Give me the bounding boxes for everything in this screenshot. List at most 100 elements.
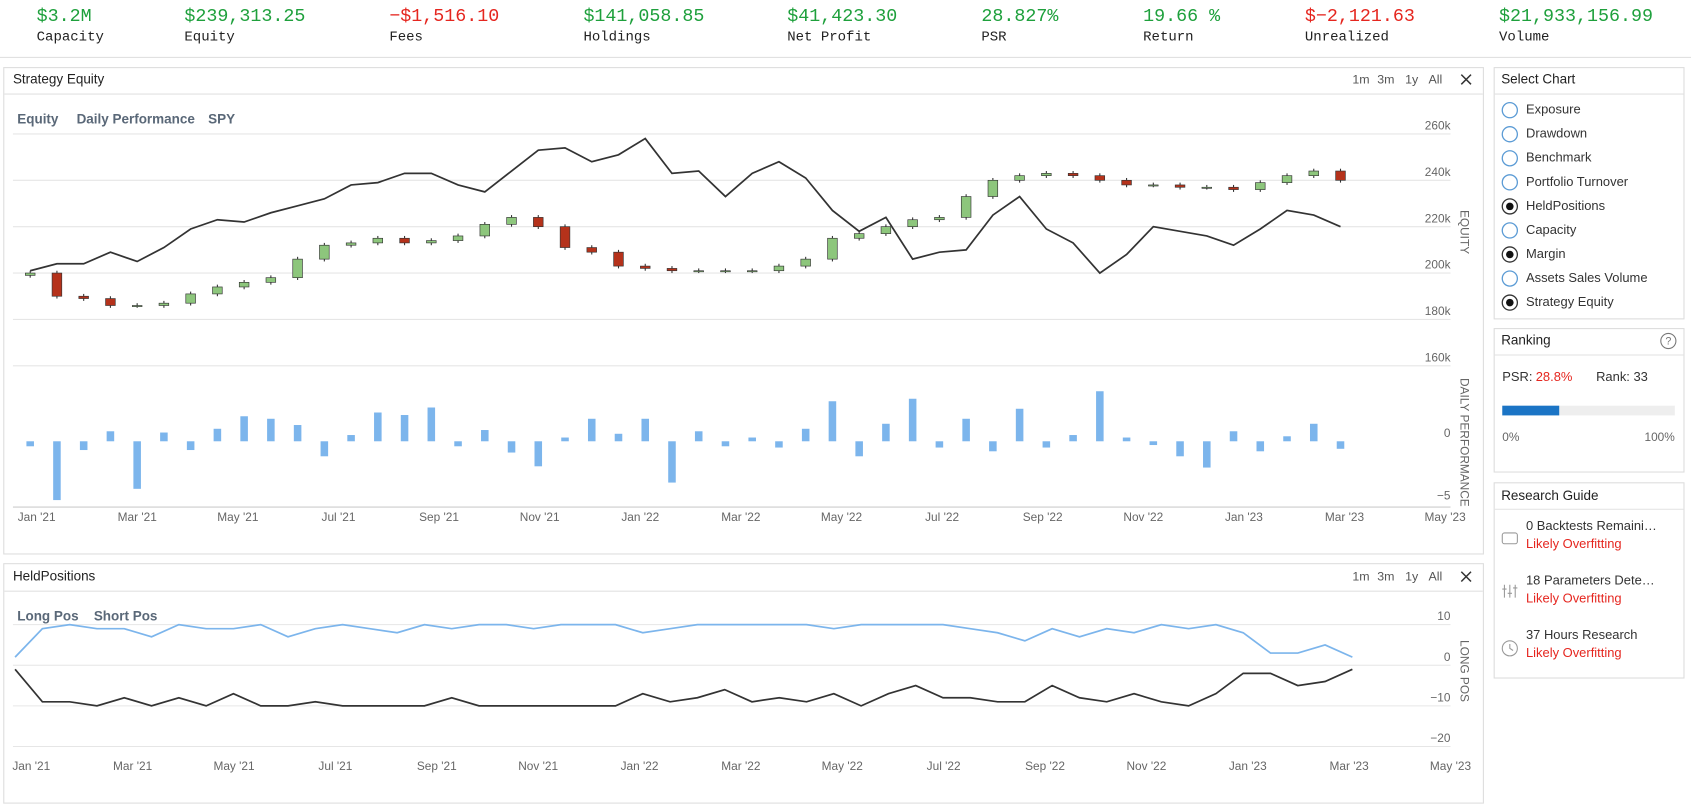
radio-dot [1506, 202, 1514, 211]
candle-body [265, 277, 277, 283]
line [14, 668, 1353, 707]
y-tick-label: −20 [1430, 731, 1451, 745]
range-button[interactable]: All [1429, 72, 1443, 86]
bar [694, 431, 703, 442]
candle-body [78, 295, 89, 299]
stat-label: Unrealized [1305, 30, 1389, 46]
legend-item[interactable]: Short Pos [94, 609, 158, 624]
radio[interactable] [1501, 150, 1519, 167]
x-tick-label: Jan '23 [1229, 759, 1267, 773]
axis-label: DAILY PERFORMANCE [1457, 378, 1471, 507]
stat-label: Capacity [37, 30, 104, 46]
bar [53, 441, 61, 501]
x-tick-label: May '23 [1425, 510, 1467, 524]
range-button[interactable]: 1y [1405, 72, 1419, 86]
candle-body [212, 286, 223, 295]
candle-body [1094, 175, 1106, 181]
stat-label: Fees [389, 30, 423, 46]
radio[interactable] [1501, 102, 1519, 119]
x-tick-label: Jan '21 [12, 759, 50, 773]
bar [186, 441, 195, 451]
x-tick-label: May '23 [1430, 759, 1472, 773]
candle-body [1228, 186, 1239, 190]
x-tick-label: Jul '21 [322, 510, 356, 524]
bar [1283, 436, 1291, 442]
bar [587, 418, 596, 442]
bar [908, 398, 917, 442]
chart-option[interactable]: Strategy Equity [1526, 294, 1614, 309]
x-tick-label: Jul '22 [925, 510, 959, 524]
candle-body [533, 217, 544, 227]
stat-value: 19.66 % [1143, 6, 1220, 27]
stat-value: 28.827% [981, 6, 1058, 27]
bar [1229, 431, 1238, 442]
chart-option[interactable]: Margin [1526, 246, 1566, 261]
y-tick-label: 240k [1425, 165, 1451, 179]
panel-title: Research Guide [1501, 488, 1598, 503]
bar [668, 441, 676, 483]
guide-text: 0 Backtests Remaini… [1526, 518, 1657, 533]
radio[interactable] [1501, 126, 1519, 143]
candle-body [853, 233, 865, 239]
x-tick-label: Jan '22 [621, 759, 659, 773]
bar [320, 441, 329, 457]
x-tick-label: Sep '22 [1023, 510, 1063, 524]
range-button[interactable]: 1m [1352, 569, 1369, 583]
equity-panel [3, 67, 1484, 555]
legend-item[interactable]: Daily Performance [77, 111, 196, 126]
candle-body [1121, 179, 1132, 186]
range-button[interactable]: 3m [1377, 72, 1394, 86]
chart-option[interactable]: HeldPositions [1526, 198, 1605, 213]
range-button[interactable]: All [1429, 569, 1443, 583]
range-button[interactable]: 1y [1405, 569, 1419, 583]
psr-label: PSR: [1502, 369, 1532, 384]
chart-option[interactable]: Benchmark [1526, 150, 1592, 165]
bar [1203, 441, 1211, 468]
close-button[interactable] [1460, 571, 1472, 583]
x-tick-label: Mar '23 [1330, 759, 1370, 773]
chart-option[interactable]: Drawdown [1526, 126, 1587, 141]
x-tick-label: Nov '22 [1123, 510, 1163, 524]
radio[interactable] [1501, 174, 1519, 191]
candle-body [640, 265, 651, 269]
bar [935, 441, 944, 448]
bar [1096, 391, 1104, 442]
guide-text: 37 Hours Research [1526, 627, 1637, 642]
help-glyph: ? [1665, 335, 1671, 347]
bar [828, 401, 837, 442]
y-tick-label: 180k [1425, 304, 1451, 318]
legend-item[interactable]: Long Pos [17, 609, 78, 624]
bar [213, 428, 222, 442]
x-tick-label: Jan '21 [18, 510, 56, 524]
close-button[interactable] [1460, 74, 1472, 85]
candle-body [292, 258, 303, 279]
legend-item[interactable]: SPY [208, 111, 235, 126]
chart-option[interactable]: Exposure [1526, 102, 1581, 117]
range-button[interactable]: 3m [1377, 569, 1394, 583]
range-button[interactable]: 1m [1352, 72, 1369, 86]
candle-body [105, 298, 116, 306]
icon-clock-hands [1509, 644, 1514, 651]
y-tick-label: −5 [1437, 488, 1451, 502]
candle-body [319, 244, 330, 260]
select-chart-panel [1493, 67, 1685, 320]
x-tick-label: Mar '21 [113, 759, 153, 773]
x-tick-label: Jul '22 [927, 759, 961, 773]
psr-value: 28.8% [1536, 369, 1573, 384]
chart-option[interactable]: Portfolio Turnover [1526, 174, 1629, 189]
candle-body [185, 293, 196, 304]
panel-title: Strategy Equity [13, 72, 105, 87]
candle-body [559, 226, 571, 248]
candle-body [506, 217, 517, 225]
bar [1069, 435, 1077, 442]
legend-item[interactable]: Equity [17, 111, 59, 126]
help-icon[interactable] [1660, 332, 1677, 350]
radio[interactable] [1501, 270, 1519, 287]
chart-option[interactable]: Capacity [1526, 222, 1577, 237]
bar [347, 435, 355, 442]
progress-bar [1502, 405, 1560, 416]
x-tick-label: May '22 [821, 510, 862, 524]
bar [614, 433, 623, 442]
chart-option[interactable]: Assets Sales Volume [1526, 270, 1648, 285]
radio[interactable] [1501, 222, 1519, 239]
